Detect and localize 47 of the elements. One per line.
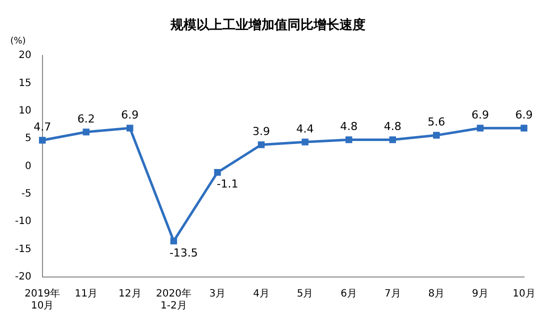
x-tick-label: 8月 bbox=[428, 288, 445, 300]
y-tick-label: 0 bbox=[24, 160, 32, 172]
y-tick-label: -20 bbox=[14, 272, 32, 283]
data-label: 6.9 bbox=[121, 108, 139, 122]
point bbox=[433, 132, 440, 139]
point bbox=[476, 124, 484, 132]
x-tick-label: 12月 bbox=[118, 288, 142, 300]
x-tick-label: 4月 bbox=[253, 288, 270, 300]
point bbox=[38, 136, 46, 144]
x-tick-label: 3月 bbox=[209, 288, 226, 300]
data-label: 4.8 bbox=[384, 120, 402, 134]
y-tick-label: -10 bbox=[14, 216, 32, 228]
point bbox=[520, 124, 528, 132]
x-tick-label: 2019年 10月 bbox=[24, 288, 60, 312]
y-tick-label: -15 bbox=[14, 244, 32, 255]
chart-title: 规模以上工业增加值同比增长速度 bbox=[170, 17, 366, 34]
data-label: 5.6 bbox=[428, 116, 446, 129]
x-tick-label: 9月 bbox=[472, 288, 488, 300]
point bbox=[302, 138, 308, 146]
x-tick-label: 10月 bbox=[512, 288, 536, 300]
data-label: 3.9 bbox=[252, 125, 270, 138]
data-label: 6.9 bbox=[471, 108, 489, 122]
data-label: -1.1 bbox=[216, 178, 238, 191]
y-tick-label: 20 bbox=[18, 50, 32, 62]
y-tick-label: -5 bbox=[21, 188, 32, 200]
data-label: 4.4 bbox=[296, 122, 314, 136]
data-label: -13.5 bbox=[169, 246, 198, 260]
x-tick-label: 6月 bbox=[340, 288, 358, 300]
point bbox=[389, 136, 396, 144]
point bbox=[82, 128, 90, 136]
y-tick-label: 5 bbox=[24, 133, 32, 144]
data-label: 6.9 bbox=[515, 108, 533, 122]
data-label: 4.7 bbox=[34, 120, 52, 134]
point bbox=[345, 136, 352, 144]
point bbox=[126, 124, 134, 132]
x-tick-label: 5月 bbox=[296, 288, 314, 300]
data-label: 4.8 bbox=[340, 120, 358, 134]
y-tick-label: 15 bbox=[18, 78, 32, 89]
point bbox=[170, 238, 178, 244]
point bbox=[258, 141, 265, 148]
y-tick-label: 10 bbox=[18, 106, 32, 117]
data-label: 6.2 bbox=[77, 112, 95, 126]
x-tick-label: 2020年 1-2月 bbox=[156, 288, 192, 312]
x-tick-label: 11月 bbox=[74, 288, 98, 300]
x-tick-label: 7月 bbox=[384, 288, 401, 300]
y-axis-title: (%) bbox=[10, 36, 26, 46]
point bbox=[214, 169, 221, 176]
